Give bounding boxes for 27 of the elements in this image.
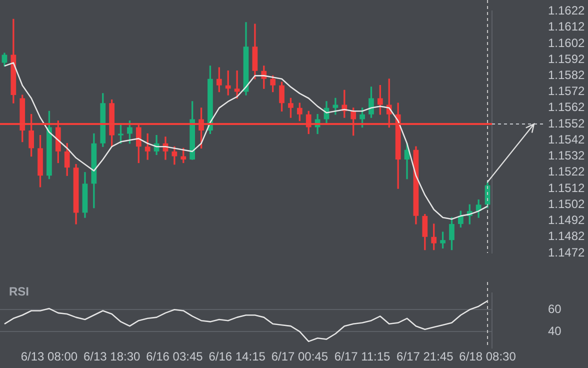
y-tick-label: 1.1552 xyxy=(548,116,586,130)
y-tick-label: 1.1612 xyxy=(548,20,586,34)
x-tick-label: 6/16 14:15 xyxy=(208,350,266,364)
y-tick-label: 1.1492 xyxy=(548,213,586,228)
y-tick-label: 1.1532 xyxy=(548,148,586,163)
y-tick-label: 1.1622 xyxy=(548,4,586,18)
x-tick-label: 6/16 03:45 xyxy=(146,350,204,364)
y-tick-label: 1.1502 xyxy=(548,196,586,211)
y-tick-label: 1.1602 xyxy=(548,36,586,50)
x-tick-label: 6/17 11:15 xyxy=(334,350,391,364)
y-tick-label: 40 xyxy=(548,324,562,338)
y-tick-label: 1.1562 xyxy=(548,100,586,114)
y-tick-label: 1.1592 xyxy=(548,52,586,66)
y-tick-label: 1.1522 xyxy=(548,164,586,179)
x-tick-label: 6/13 08:00 xyxy=(20,350,78,364)
y-tick-label: 1.1572 xyxy=(548,84,586,98)
y-tick-label: 1.1512 xyxy=(548,180,586,195)
x-tick-label: 6/17 21:45 xyxy=(396,350,454,364)
x-tick-label: 6/13 18:30 xyxy=(83,350,141,364)
x-tick-label: 6/18 08:30 xyxy=(459,350,516,364)
x-tick-label: 6/17 00:45 xyxy=(271,350,328,364)
y-tick-label: 1.1582 xyxy=(548,68,586,82)
chart-title: RSI xyxy=(9,284,30,298)
y-tick-label: 1.1472 xyxy=(548,245,586,260)
y-tick-label: 60 xyxy=(548,302,562,316)
y-tick-label: 1.1542 xyxy=(548,132,586,146)
y-tick-label: 1.1482 xyxy=(548,229,586,244)
